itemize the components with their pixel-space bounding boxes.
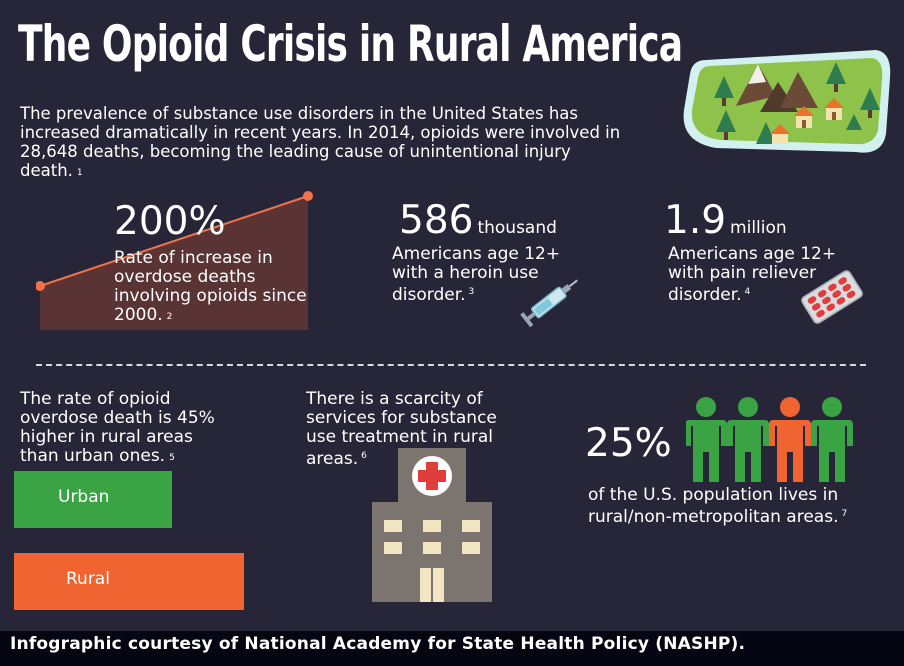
heroin-unit: thousand — [477, 218, 557, 238]
page-title: The Opioid Crisis in Rural America — [18, 15, 683, 73]
pill-blister-icon — [801, 270, 863, 324]
syringe-icon — [520, 279, 578, 328]
person-icon — [686, 397, 727, 482]
heroin-value-row: 586 thousand — [399, 200, 557, 242]
rural-rate-text: The rate of opioid overdose death is 45%… — [20, 389, 215, 466]
scarcity-text: There is a scarcity of services for subs… — [306, 389, 497, 469]
pain-unit: million — [730, 218, 787, 238]
population-ref: 7 — [841, 509, 848, 519]
intro-paragraph: The prevalence of substance use disorder… — [20, 104, 630, 183]
intro-text: The prevalence of substance use disorder… — [20, 104, 621, 180]
rural-bar-label: Rural — [66, 569, 110, 589]
landscape-icon — [683, 50, 891, 153]
pain-value: 1.9 — [664, 198, 727, 243]
rural-bar: Rural — [14, 553, 244, 610]
footer-credit: Infographic courtesy of National Academy… — [10, 634, 746, 654]
urban-bar-label: Urban — [58, 487, 110, 507]
footer-bar: Infographic courtesy of National Academy… — [0, 631, 904, 666]
intro-ref: 1 — [76, 168, 83, 178]
increase-value: 200% — [114, 199, 226, 244]
increase-text: Rate of increase in overdose deaths invo… — [114, 248, 307, 325]
person-icon — [769, 397, 811, 482]
heroin-text-block: Americans age 12+ with a heroin use diso… — [392, 245, 572, 305]
pain-text-block: Americans age 12+ with pain reliever dis… — [668, 245, 858, 305]
heroin-ref: 3 — [468, 287, 475, 297]
population-text-block: of the U.S. population lives in rural/no… — [588, 486, 848, 527]
scarcity-text-block: There is a scarcity of services for subs… — [306, 390, 511, 469]
population-value: 25% — [585, 421, 672, 466]
trend-line-graphic — [36, 191, 313, 330]
rural-rate-ref: 5 — [169, 453, 175, 463]
population-text: of the U.S. population lives in rural/no… — [588, 485, 839, 527]
hospital-icon — [372, 448, 492, 602]
pain-value-row: 1.9 million — [664, 200, 787, 242]
urban-bar: Urban — [14, 471, 172, 528]
scarcity-ref: 6 — [361, 451, 367, 461]
heroin-value: 586 — [399, 198, 474, 243]
increase-ref: 2 — [166, 312, 173, 322]
rural-rate-text-block: The rate of opioid overdose death is 45%… — [20, 390, 230, 468]
pain-ref: 4 — [744, 287, 751, 297]
person-icon — [727, 397, 769, 482]
people-icons — [686, 397, 853, 482]
pain-text: Americans age 12+ with pain reliever dis… — [668, 244, 837, 305]
section-divider — [36, 364, 866, 366]
increase-text-block: Rate of increase in overdose deaths invo… — [114, 249, 314, 327]
heroin-text: Americans age 12+ with a heroin use diso… — [392, 244, 561, 305]
person-icon — [811, 397, 853, 482]
